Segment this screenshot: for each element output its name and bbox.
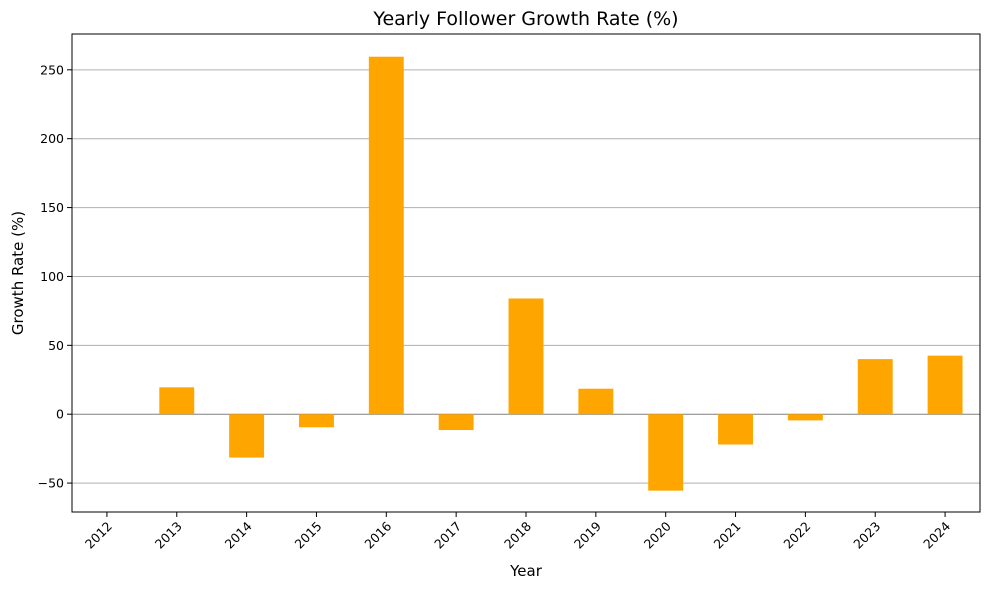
bar-2019 <box>578 388 614 415</box>
y-tick-label: 50 <box>48 338 64 353</box>
y-axis-ticks: −50 0 50 100 150 200 250 <box>38 62 72 491</box>
bar-2015 <box>299 414 334 428</box>
bar-2022 <box>787 414 823 421</box>
bar-2023 <box>857 359 893 415</box>
y-tick-label: 150 <box>40 200 64 215</box>
bar-2021 <box>718 414 753 445</box>
bar-2024 <box>927 355 963 415</box>
y-tick-label: 0 <box>56 407 64 422</box>
bar-2014 <box>229 414 265 458</box>
bar-2018 <box>508 298 544 415</box>
y-tick-label: −50 <box>38 476 64 491</box>
y-tick-label: 100 <box>40 269 64 284</box>
y-tick-label: 250 <box>40 62 64 77</box>
bar-2016 <box>368 56 404 415</box>
bar-2017 <box>438 414 474 431</box>
bar-2020 <box>648 414 684 491</box>
y-axis-label: Growth Rate (%) <box>9 211 27 335</box>
y-tick-label: 200 <box>40 131 64 146</box>
x-axis-label: Year <box>509 562 543 580</box>
bar-2013 <box>159 387 195 415</box>
grid-lines <box>72 69 980 484</box>
bars <box>159 56 963 491</box>
chart-title: Yearly Follower Growth Rate (%) <box>372 8 678 30</box>
